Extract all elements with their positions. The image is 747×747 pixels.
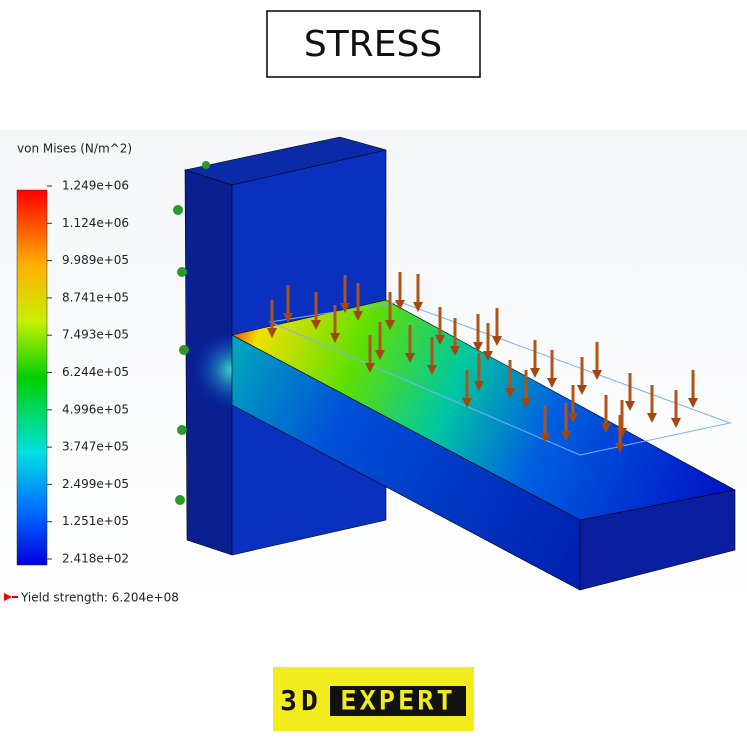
yield-strength: Yield strength: 6.204e+08 — [20, 591, 179, 605]
title-box — [266, 10, 481, 78]
load-arrow-head — [375, 350, 385, 360]
logo-right: EXPERT — [340, 686, 456, 717]
load-arrow-head — [615, 443, 625, 453]
load-arrows — [267, 272, 698, 453]
load-arrow-head — [365, 363, 375, 373]
load-arrow-head — [353, 311, 363, 321]
load-arrow-head — [492, 336, 502, 346]
load-arrow-head — [483, 351, 493, 361]
color-bar — [16, 189, 48, 566]
load-arrow-head — [688, 398, 698, 408]
load-arrow-head — [385, 320, 395, 330]
load-arrow-head — [311, 320, 321, 330]
load-arrow-head — [592, 370, 602, 380]
load-arrow-head — [561, 431, 571, 441]
legend-label: 2.418e+02 — [62, 552, 129, 566]
yield-marker — [4, 593, 12, 601]
load-arrow-head — [462, 398, 472, 408]
load-arrow-head — [521, 398, 531, 408]
logo-left: 3D — [280, 684, 322, 717]
load-arrow-head — [474, 381, 484, 391]
load-arrow-head — [647, 413, 657, 423]
load-arrow-head — [625, 401, 635, 411]
legend-label: 4.996e+05 — [62, 402, 129, 416]
load-arrow-head — [450, 346, 460, 356]
load-arrow-head — [547, 378, 557, 388]
legend-label: 9.989e+05 — [62, 253, 129, 267]
logo-dark — [330, 686, 466, 716]
load-arrow-head — [283, 313, 293, 323]
load-arrow-head — [568, 413, 578, 423]
load-arrow-head — [405, 353, 415, 363]
fixtures — [173, 161, 210, 505]
legend-label: 8.741e+05 — [62, 290, 129, 304]
load-arrow-head — [427, 365, 437, 375]
legend-label: 1.251e+05 — [62, 514, 129, 528]
title: STRESS — [304, 24, 442, 65]
legend-label: 6.244e+05 — [62, 365, 129, 379]
legend-title: von Mises (N/m^2) — [17, 142, 132, 156]
load-arrow-head — [413, 302, 423, 312]
logo: 3D EXPERT — [273, 667, 474, 731]
legend-label: 2.499e+05 — [62, 477, 129, 491]
legend-label: 7.493e+05 — [62, 328, 129, 342]
legend-label: 3.747e+05 — [62, 440, 129, 454]
load-arrow-head — [505, 388, 515, 398]
load-arrow-head — [601, 423, 611, 433]
load-arrow-head — [340, 303, 350, 313]
load-arrow-head — [530, 368, 540, 378]
beam — [231, 299, 736, 591]
legend: von Mises (N/m^2) 1.249e+06 1.124e+06 9.98… — [4, 142, 179, 605]
legend-label: 1.249e+06 — [62, 179, 129, 193]
load-arrow-head — [540, 433, 550, 443]
load-arrow-head — [577, 385, 587, 395]
load-arrow-head — [671, 418, 681, 428]
legend-label: 1.124e+06 — [62, 216, 129, 230]
load-arrow-head — [267, 328, 277, 338]
load-arrow-head — [473, 342, 483, 352]
load-arrow-head — [435, 335, 445, 345]
load-arrow-head — [330, 333, 340, 343]
load-arrow-head — [395, 300, 405, 310]
